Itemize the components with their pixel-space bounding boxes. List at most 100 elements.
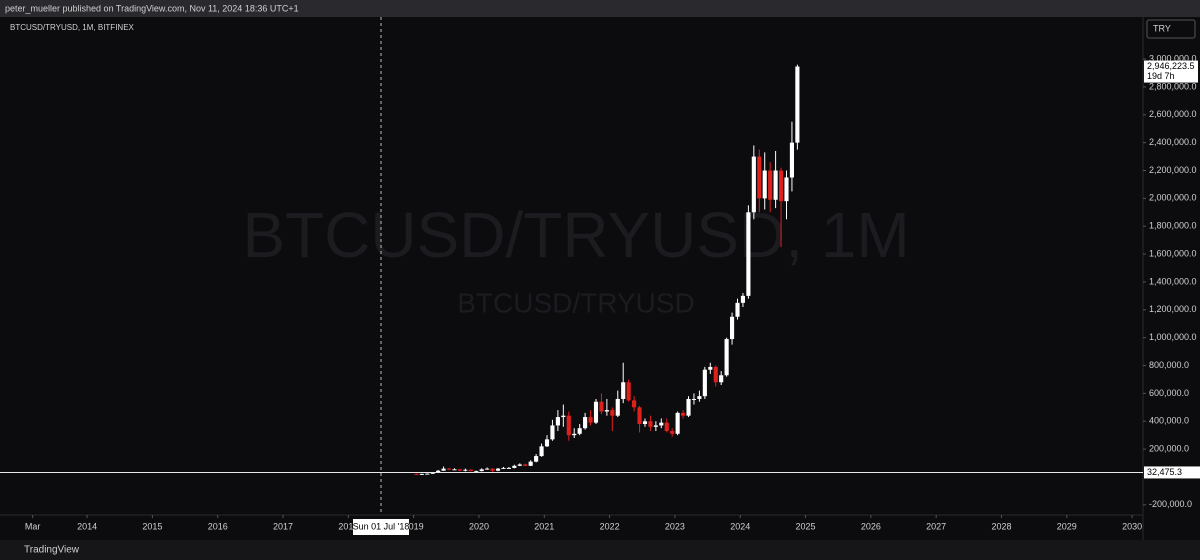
candle-body — [713, 366, 718, 383]
y-tick-label: 2,200,000.0 — [1149, 165, 1197, 175]
price-line-label: 32,475.3 — [1147, 467, 1182, 477]
currency-label: TRY — [1153, 23, 1171, 33]
candle-body — [724, 339, 729, 376]
y-tick-label: 2,400,000.0 — [1149, 137, 1197, 147]
candle-body — [691, 398, 697, 400]
header: peter_mueller published on TradingView.c… — [5, 3, 299, 13]
y-tick-label: 200,000.0 — [1149, 443, 1189, 453]
candle-body — [729, 316, 735, 340]
candle-body — [599, 401, 604, 412]
x-tick-label: 2017 — [273, 521, 293, 531]
watermark: BTCUSD/TRYUSD, 1M — [242, 199, 909, 271]
candle-body — [512, 465, 517, 468]
candle-body — [697, 396, 702, 399]
candle-body — [550, 425, 555, 440]
candle-body — [670, 431, 675, 434]
candle-body — [719, 375, 724, 383]
candle-body — [653, 425, 658, 427]
plot: Mar 2014 2015 2016 2017 2018 2019 2020 2021 2022 2… — [0, 17, 1200, 535]
x-tick-label: 2016 — [208, 521, 228, 531]
candle-body — [621, 382, 626, 399]
candle-body — [789, 142, 795, 178]
candle-body — [604, 410, 609, 412]
candle-body — [495, 468, 501, 471]
price-line-box — [1144, 466, 1200, 479]
footer: TradingView — [24, 545, 80, 556]
candle-body — [528, 461, 533, 466]
candle-body — [626, 382, 631, 401]
y-tick-label: 1,200,000.0 — [1149, 304, 1197, 314]
x-tick-label: Mar — [25, 521, 41, 531]
candle-body — [637, 407, 642, 425]
candle-body — [762, 170, 767, 199]
candle-body — [708, 366, 713, 370]
candle-body — [436, 470, 441, 473]
candle-body — [746, 212, 751, 296]
candle-body — [555, 417, 560, 426]
candle-body — [648, 421, 653, 427]
candle-body — [583, 417, 588, 429]
y-tick-label: 2,600,000.0 — [1149, 109, 1197, 119]
candle-body — [419, 473, 424, 475]
y-tick-label: 2,800,000.0 — [1149, 81, 1197, 91]
last-price-box — [1144, 60, 1198, 83]
x-tick-label: 2025 — [796, 521, 816, 531]
candle-body — [501, 467, 506, 469]
candle-body — [686, 398, 691, 416]
candle-body — [441, 468, 446, 471]
candle-body — [474, 471, 479, 473]
crosshair-box — [353, 519, 409, 535]
candle-body — [702, 369, 707, 397]
candle-body — [463, 469, 468, 471]
y-tick-label: -200,000.0 — [1149, 499, 1192, 509]
candle-body — [659, 422, 664, 426]
candle-body — [610, 410, 615, 416]
candle-body — [773, 170, 778, 200]
y-tick-label: 400,000.0 — [1149, 416, 1189, 426]
x-tick-label: 2023 — [665, 521, 685, 531]
x-tick-label: 2024 — [730, 521, 750, 531]
candle-body — [566, 415, 571, 436]
candle-body — [795, 66, 800, 143]
x-tick-label: 2029 — [1057, 521, 1077, 531]
x-tick-label: 2028 — [991, 521, 1011, 531]
candle-body — [577, 428, 582, 434]
candle-body — [768, 170, 773, 200]
crosshair-label: Sun 01 Jul '18 — [353, 521, 410, 531]
x-tick-label: 2026 — [861, 521, 881, 531]
symbol: BTCUSD/TRYUSD, 1M, BITFINEX — [10, 23, 135, 32]
y-tick-label: 3,000,000.0 — [1149, 53, 1197, 63]
candle-body — [642, 421, 648, 425]
x-tick-label: 2018 — [338, 521, 358, 531]
watermark-sub: BTCUSD/TRYUSD — [457, 287, 695, 318]
y-tick-label: 600,000.0 — [1149, 388, 1189, 398]
candle-body — [784, 177, 789, 202]
currency-button[interactable] — [1146, 19, 1196, 39]
countdown: 19d 7h — [1147, 71, 1175, 81]
footer-bar — [0, 540, 1200, 560]
x-tick-label: 2019 — [404, 521, 424, 531]
y-tick-label: 1,000,000.0 — [1149, 332, 1197, 342]
candle-body — [544, 439, 550, 447]
last-price-label: 2,946,223.5 — [1147, 61, 1195, 71]
candle-body — [446, 468, 452, 470]
candle-body — [778, 170, 784, 202]
candle-body — [561, 415, 566, 418]
candle-body — [452, 469, 457, 471]
candle-body — [457, 469, 462, 471]
candle-body — [740, 295, 746, 303]
x-tick-label: 2022 — [600, 521, 620, 531]
candle-body — [490, 468, 495, 471]
candle-body — [664, 422, 669, 432]
candle-body — [539, 446, 544, 457]
candle-body — [506, 467, 511, 469]
candle-body — [588, 417, 593, 423]
candle-body — [735, 302, 740, 317]
candle-body — [485, 468, 490, 470]
candle-body — [632, 400, 637, 408]
header-bar — [0, 0, 1200, 17]
candle-body — [468, 469, 473, 472]
candle-body — [517, 464, 522, 466]
x-tick-label: 2027 — [926, 521, 946, 531]
